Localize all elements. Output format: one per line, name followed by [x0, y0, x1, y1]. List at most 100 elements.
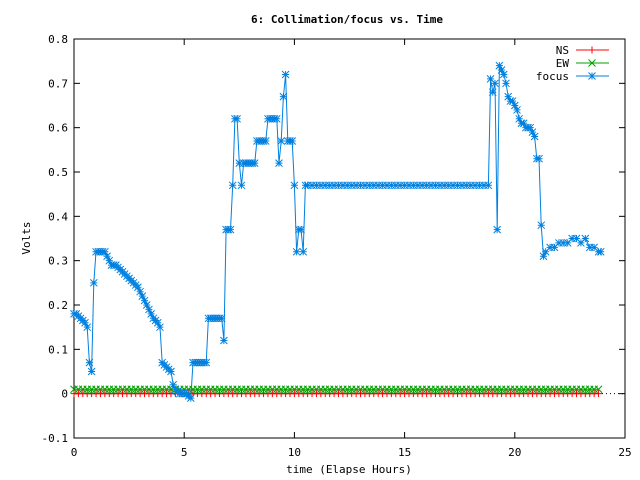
- data-point: [134, 283, 142, 292]
- data-point: [431, 181, 440, 190]
- x-tick-label: 20: [508, 446, 521, 459]
- data-point: [572, 234, 581, 243]
- data-point: [409, 181, 418, 190]
- data-point: [475, 181, 484, 190]
- series-focus: [70, 61, 605, 402]
- data-point: [356, 181, 365, 190]
- data-point: [85, 358, 94, 367]
- plot-frame: [73, 38, 626, 439]
- data-point: [89, 278, 98, 287]
- data-point: [413, 181, 422, 190]
- data-point: [484, 181, 493, 190]
- legend-marker-focus: [588, 72, 596, 80]
- data-point: [568, 234, 576, 243]
- data-point: [237, 181, 246, 190]
- data-point: [334, 181, 343, 190]
- data-point: [167, 367, 175, 376]
- data-point: [555, 239, 563, 247]
- series-ns: [70, 390, 603, 398]
- data-point: [396, 181, 405, 190]
- y-tick-label: 0: [61, 388, 68, 401]
- y-tick-label: 0.6: [48, 122, 68, 135]
- data-point: [596, 247, 605, 256]
- legend-marker-ew: [588, 59, 596, 67]
- x-tick-labels: 0 5 10 15 20 25: [71, 446, 632, 459]
- data-point: [235, 159, 244, 167]
- data-point: [539, 252, 548, 261]
- data-point: [147, 310, 155, 318]
- data-point: [585, 243, 594, 252]
- data-point: [513, 106, 521, 114]
- data-point: [105, 256, 114, 265]
- data-point: [504, 92, 513, 101]
- data-point: [508, 97, 517, 105]
- axis-ticks: [73, 38, 626, 439]
- data-point: [153, 318, 162, 327]
- data-point: [458, 181, 466, 190]
- data-point: [142, 301, 151, 309]
- data-point: [308, 181, 316, 190]
- data-point: [281, 70, 290, 79]
- y-tick-label: 0.7: [48, 77, 68, 90]
- data-point: [303, 181, 312, 190]
- series-ew: [70, 385, 603, 394]
- data-point: [480, 181, 488, 190]
- data-point: [526, 123, 535, 132]
- data-point: [217, 314, 226, 323]
- data-point: [87, 367, 96, 376]
- data-point: [228, 181, 237, 190]
- data-point: [440, 181, 449, 190]
- y-tick-label: 0.4: [48, 210, 68, 223]
- data-point: [343, 181, 352, 190]
- y-tick-label: 0.3: [48, 255, 68, 268]
- data-point: [83, 323, 92, 332]
- data-point: [471, 181, 479, 190]
- data-point: [436, 181, 444, 190]
- data-point: [486, 75, 495, 83]
- data-point: [316, 181, 325, 190]
- chart-title: 6: Collimation/focus vs. Time: [251, 13, 443, 26]
- data-point: [186, 394, 195, 402]
- data-point: [559, 239, 568, 247]
- data-point: [299, 247, 308, 256]
- legend-label-ns: NS: [556, 44, 569, 57]
- data-point: [101, 247, 109, 256]
- data-point: [528, 128, 537, 136]
- x-tick-label: 5: [181, 446, 188, 459]
- data-point: [277, 137, 286, 145]
- x-tick-label: 0: [71, 446, 78, 459]
- data-point: [136, 287, 144, 296]
- x-axis-label: time (Elapse Hours): [286, 463, 412, 476]
- data-point: [453, 181, 462, 190]
- data-point: [261, 137, 270, 145]
- data-point: [103, 252, 111, 261]
- data-point: [595, 390, 603, 398]
- data-point: [530, 132, 539, 141]
- data-point: [279, 92, 288, 101]
- data-point: [497, 66, 506, 74]
- data-point: [499, 70, 508, 79]
- data-point: [387, 181, 396, 190]
- data-point: [325, 181, 334, 190]
- data-point: [466, 181, 475, 190]
- data-point: [422, 181, 431, 190]
- data-point: [550, 243, 559, 252]
- data-point: [140, 296, 149, 305]
- data-point: [138, 292, 147, 300]
- data-point: [535, 154, 543, 163]
- y-tick-label: -0.1: [42, 432, 69, 445]
- data-point: [81, 318, 89, 327]
- x-tick-label: 15: [398, 446, 411, 459]
- data-point: [510, 101, 519, 110]
- data-point: [519, 119, 528, 128]
- data-point: [220, 336, 228, 345]
- data-point: [546, 243, 554, 252]
- data-point: [541, 247, 550, 256]
- series-group: [70, 61, 605, 402]
- data-point: [347, 181, 356, 190]
- data-point: [321, 181, 330, 190]
- data-point: [577, 239, 585, 247]
- data-point: [145, 305, 153, 314]
